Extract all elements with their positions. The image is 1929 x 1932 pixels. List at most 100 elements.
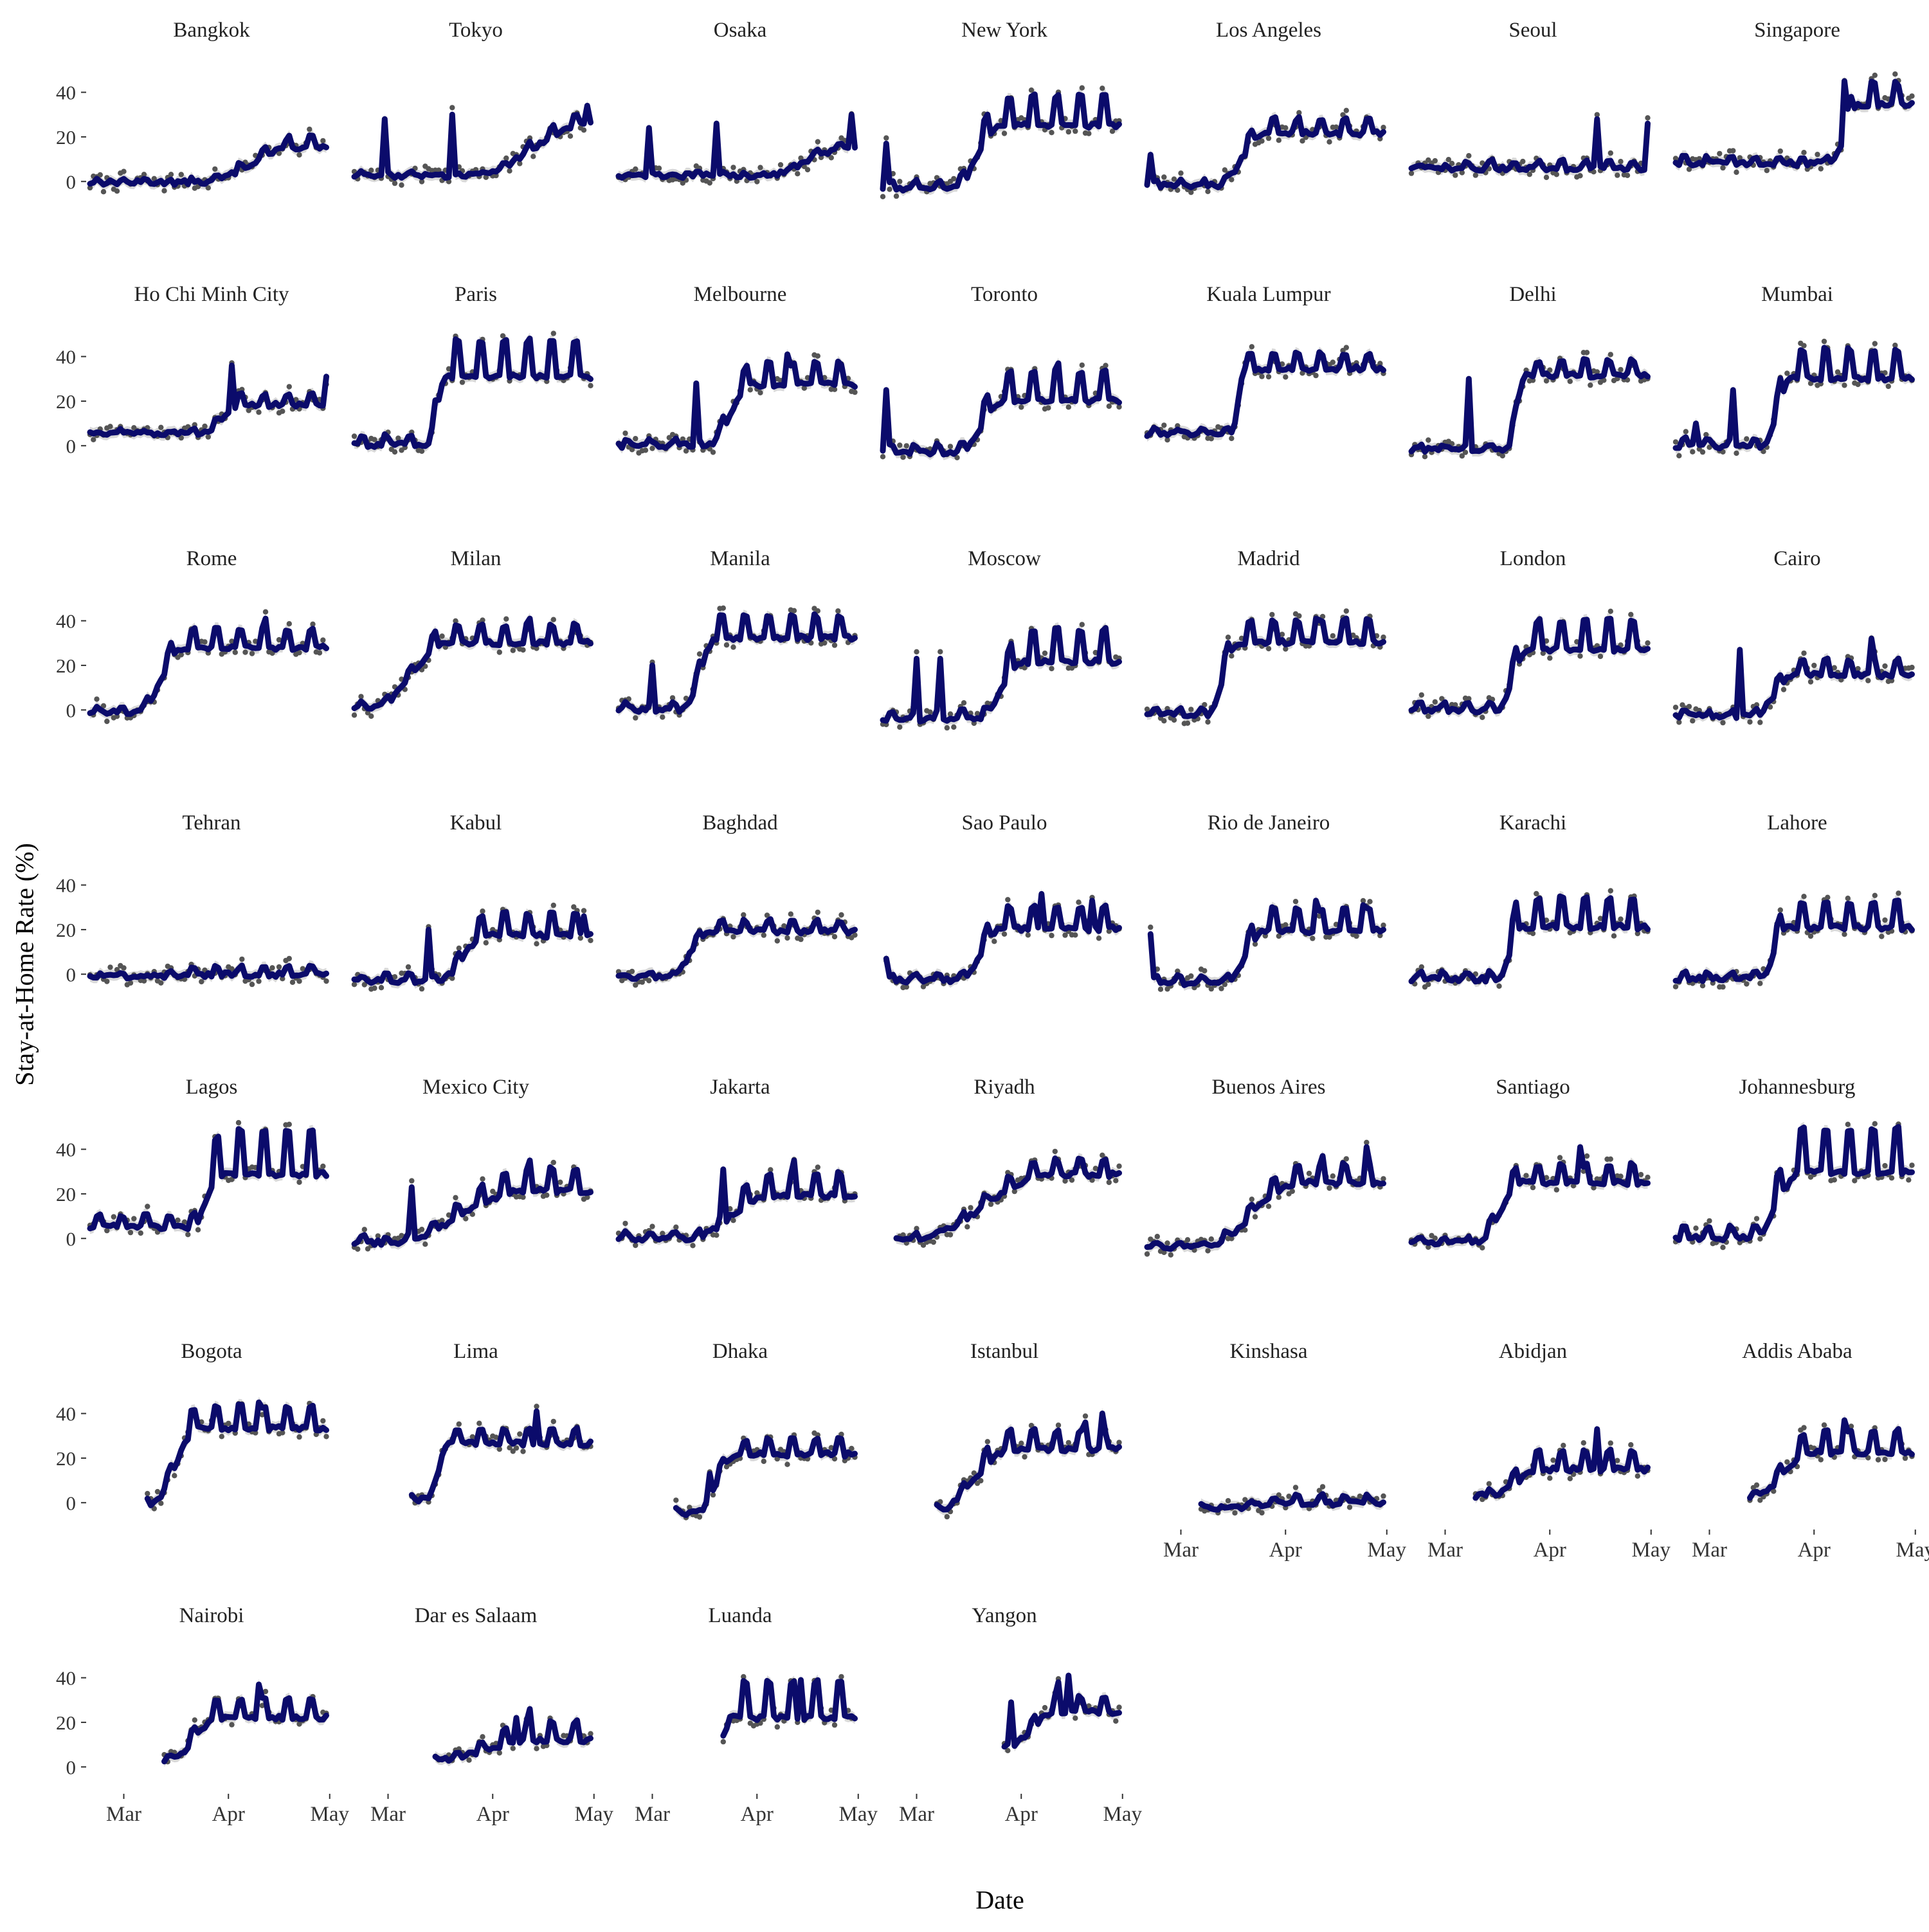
data-point — [263, 609, 268, 615]
data-point — [1628, 612, 1633, 617]
series-line — [1676, 1127, 1912, 1241]
facet-title: Abidjan — [1499, 1340, 1567, 1363]
data-point — [1673, 705, 1678, 710]
data-point — [101, 189, 106, 194]
facet-panel: Tokyo — [352, 19, 593, 188]
data-point — [1720, 1245, 1725, 1250]
facet-panel: Lahore — [1673, 811, 1915, 989]
data-point — [1073, 129, 1078, 134]
data-point — [1584, 1153, 1589, 1159]
facet-panel: Baghdad — [616, 811, 858, 988]
data-point — [581, 127, 586, 132]
data-point — [1865, 678, 1870, 683]
data-point — [323, 1434, 329, 1439]
data-point — [104, 979, 109, 984]
data-point — [1266, 646, 1271, 651]
data-point — [476, 1421, 482, 1426]
data-point — [317, 650, 322, 655]
facet-title: Johannesburg — [1739, 1076, 1856, 1099]
data-point — [673, 1225, 678, 1230]
data-point — [643, 447, 648, 453]
facet-title: Mumbai — [1761, 283, 1833, 306]
data-point — [1801, 343, 1806, 348]
x-tick-label: Apr — [1534, 1539, 1566, 1562]
data-point — [1784, 370, 1789, 375]
facet-title: Moscow — [968, 547, 1041, 570]
data-point — [1744, 436, 1749, 441]
data-point — [296, 979, 302, 984]
data-point — [673, 1497, 678, 1503]
data-point — [1266, 374, 1271, 379]
data-point — [1209, 1236, 1214, 1241]
data-point — [1053, 1149, 1058, 1154]
data-point — [1635, 1474, 1640, 1479]
y-tick-label: 40 — [56, 82, 76, 104]
data-point — [622, 431, 628, 436]
data-point — [453, 1195, 458, 1200]
data-point — [775, 938, 780, 943]
data-point — [517, 1431, 522, 1436]
data-point — [730, 644, 736, 649]
data-point — [937, 649, 943, 655]
data-point — [1185, 721, 1190, 726]
data-point — [1673, 984, 1678, 989]
facet-panel: Melbourne — [616, 283, 858, 456]
data-point — [1896, 890, 1901, 896]
data-point — [1886, 384, 1891, 389]
data-point — [1801, 651, 1806, 656]
data-point — [242, 649, 248, 655]
data-point — [815, 139, 820, 144]
data-point — [1544, 175, 1549, 180]
data-point — [1584, 350, 1589, 355]
y-tick-label: 20 — [56, 919, 76, 941]
data-point — [1002, 131, 1007, 136]
y-tick-label: 0 — [66, 170, 77, 193]
data-point — [1832, 1177, 1837, 1182]
data-point — [256, 979, 261, 984]
data-point — [588, 383, 593, 388]
data-point — [1276, 1195, 1281, 1200]
data-point — [927, 709, 932, 714]
facet-title: Manila — [710, 547, 770, 570]
data-point — [968, 1205, 973, 1210]
facet-panel: New York — [880, 19, 1122, 199]
facet-panel: Addis AbabaMarAprMay — [1692, 1340, 1929, 1562]
data-point — [1178, 170, 1183, 176]
data-point — [1811, 663, 1816, 668]
x-tick-label: May — [311, 1803, 350, 1826]
data-point — [172, 1473, 177, 1478]
facet-title: Addis Ababa — [1742, 1340, 1852, 1363]
data-point — [931, 1240, 936, 1245]
data-point — [1676, 453, 1681, 458]
facet-panel: London — [1409, 547, 1651, 720]
data-point — [1344, 345, 1349, 350]
data-point — [1229, 436, 1234, 441]
facet-title: Paris — [455, 283, 497, 306]
series-line — [90, 618, 327, 714]
data-point — [551, 1419, 556, 1424]
data-point — [1801, 894, 1806, 899]
data-point — [832, 1722, 837, 1728]
facet-title: Tehran — [182, 811, 240, 835]
data-point — [1426, 437, 1431, 442]
data-point — [1107, 1180, 1112, 1185]
data-point — [581, 908, 586, 913]
series-line — [90, 365, 327, 435]
x-tick-label: Apr — [476, 1803, 509, 1826]
data-point — [657, 166, 662, 171]
facet-panel: Los Angeles — [1145, 19, 1386, 195]
data-point — [622, 1221, 628, 1226]
data-point — [1487, 1481, 1492, 1486]
y-tick-label: 0 — [66, 435, 77, 457]
facet-title: Bangkok — [173, 19, 250, 42]
data-point — [1116, 1704, 1121, 1710]
x-tick-label: Apr — [741, 1803, 774, 1826]
x-tick-label: May — [575, 1803, 614, 1826]
data-point — [697, 1514, 702, 1519]
data-point — [1107, 404, 1112, 409]
x-tick-label: Apr — [1005, 1803, 1038, 1826]
series-line — [1411, 896, 1648, 982]
data-point — [1744, 981, 1749, 986]
